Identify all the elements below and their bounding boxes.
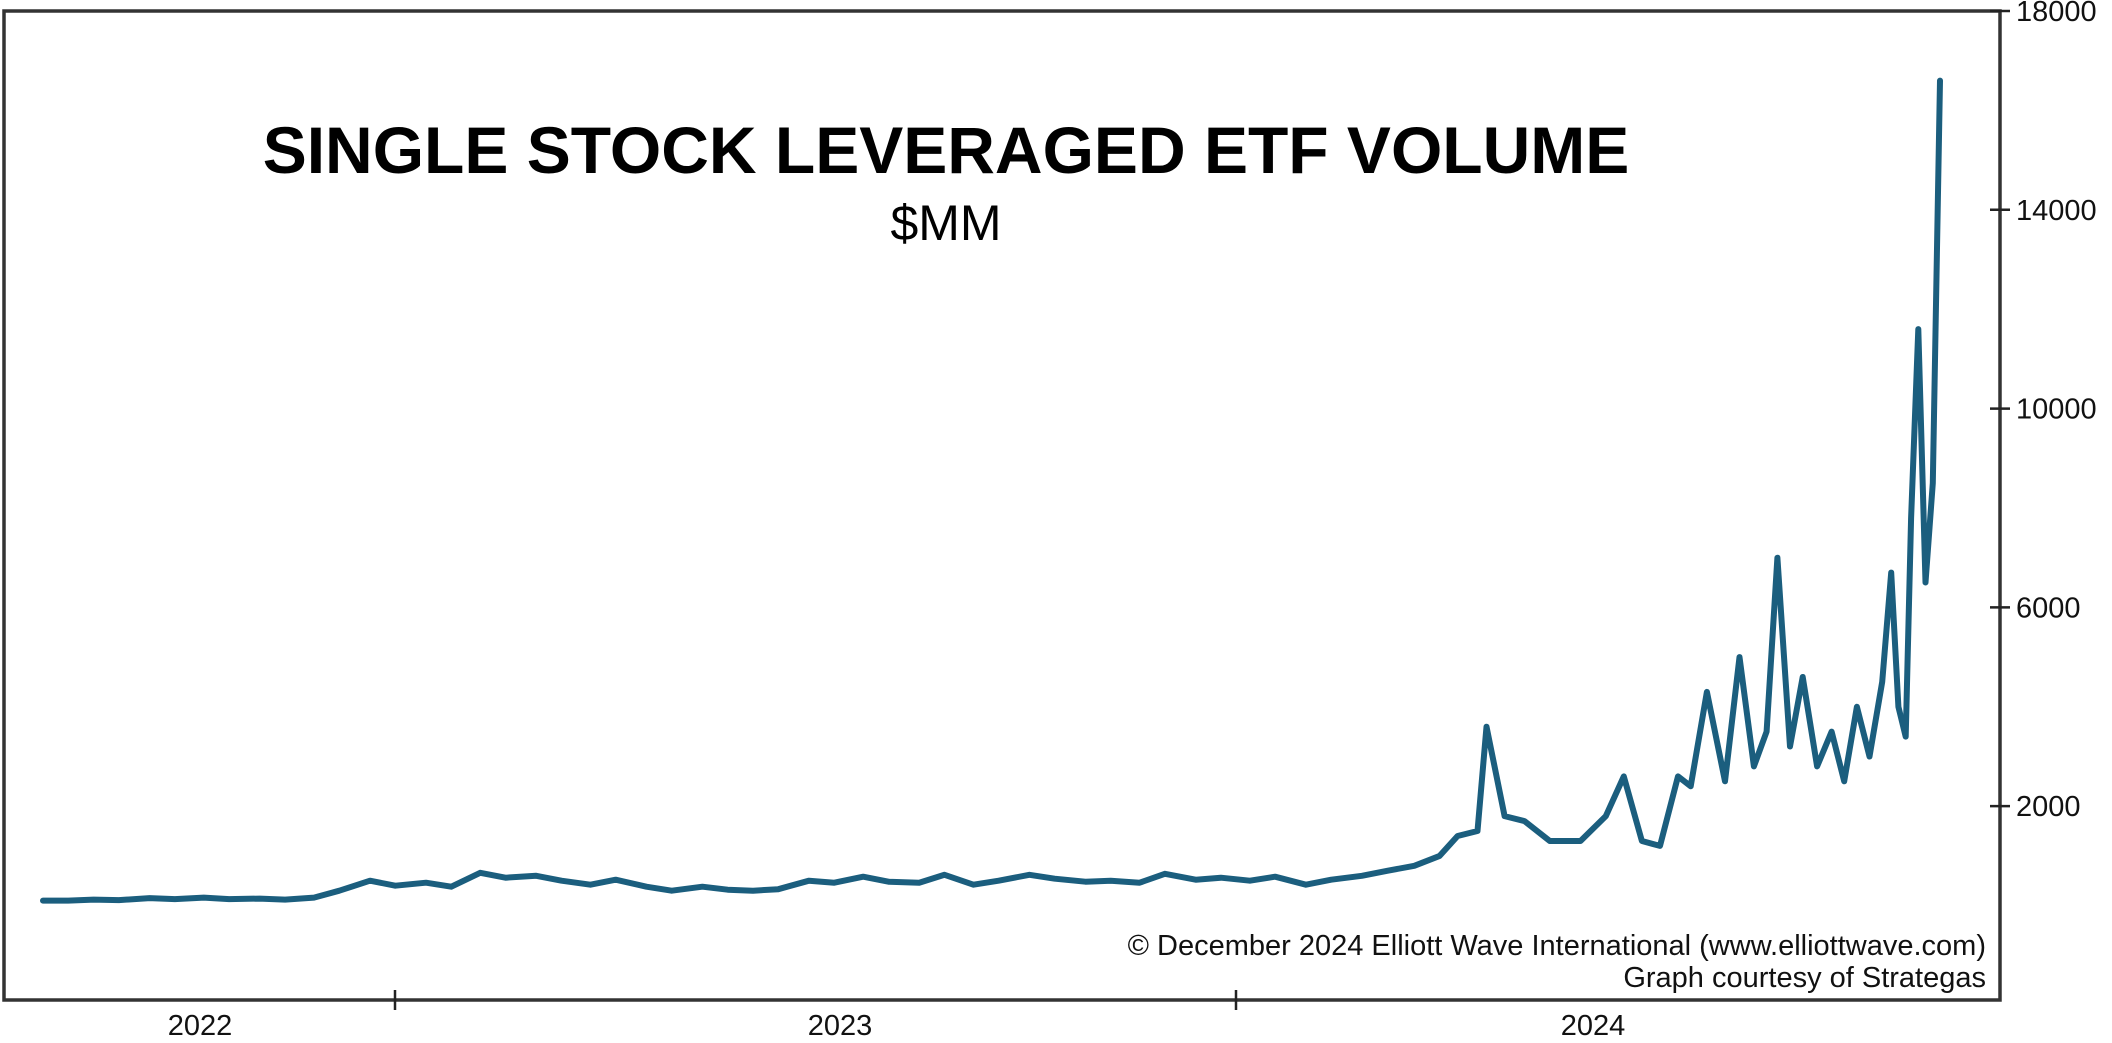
x-tick-label: 2024 — [1561, 1010, 1626, 1042]
copyright-credit: © December 2024 Elliott Wave Internation… — [1128, 930, 1986, 962]
chart-subtitle: $MM — [890, 195, 1001, 251]
x-tick-label: 2023 — [808, 1010, 873, 1042]
y-tick-label: 6000 — [2016, 592, 2081, 624]
x-axis: 2022 2023 2024 — [168, 990, 1626, 1042]
graph-courtesy-credit: Graph courtesy of Strategas — [1623, 962, 1986, 994]
y-tick-label: 2000 — [2016, 791, 2081, 823]
y-tick-label: 18000 — [2016, 0, 2097, 28]
series-line — [40, 77, 1943, 904]
y-tick-label: 14000 — [2016, 195, 2097, 227]
x-tick-label: 2022 — [168, 1010, 233, 1042]
plot-area-frame — [2, 9, 2002, 1002]
chart-title: SINGLE STOCK LEVERAGED ETF VOLUME — [263, 113, 1630, 187]
y-tick-label: 10000 — [2016, 394, 2097, 426]
y-axis: 2000 6000 10000 14000 18000 — [1990, 0, 2097, 823]
